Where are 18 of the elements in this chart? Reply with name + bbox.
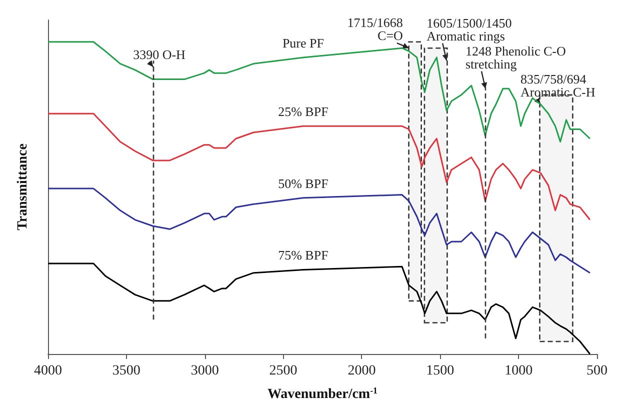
x-tick-label: 2500 xyxy=(269,364,298,378)
x-tick-label: 1000 xyxy=(504,364,533,378)
x-tick-label: 500 xyxy=(586,364,608,378)
series-label: Pure PF xyxy=(282,35,324,50)
annotation: 835/758/694 Aromatic C-H xyxy=(520,71,596,100)
series-label: 50% BPF xyxy=(278,176,328,191)
x-tick-label: 3000 xyxy=(190,364,219,378)
series-label: 25% BPF xyxy=(278,104,328,120)
x-tick-label: 4000 xyxy=(34,364,62,378)
y-axis-title: Transmittance xyxy=(16,144,30,230)
x-tick-label: 1500 xyxy=(426,364,454,378)
annotation: 1605/1500/1450 Aromatic rings xyxy=(426,15,512,44)
x-tick-label: 2000 xyxy=(348,364,376,378)
annotation: 1248 Phenolic C-O stretching xyxy=(465,43,566,72)
annotation: 1715/1668 C=O xyxy=(347,15,403,44)
annotation: 3390 O-H xyxy=(133,46,186,62)
x-tick-label: 3500 xyxy=(112,364,140,378)
series-label: 75% BPF xyxy=(278,248,328,263)
